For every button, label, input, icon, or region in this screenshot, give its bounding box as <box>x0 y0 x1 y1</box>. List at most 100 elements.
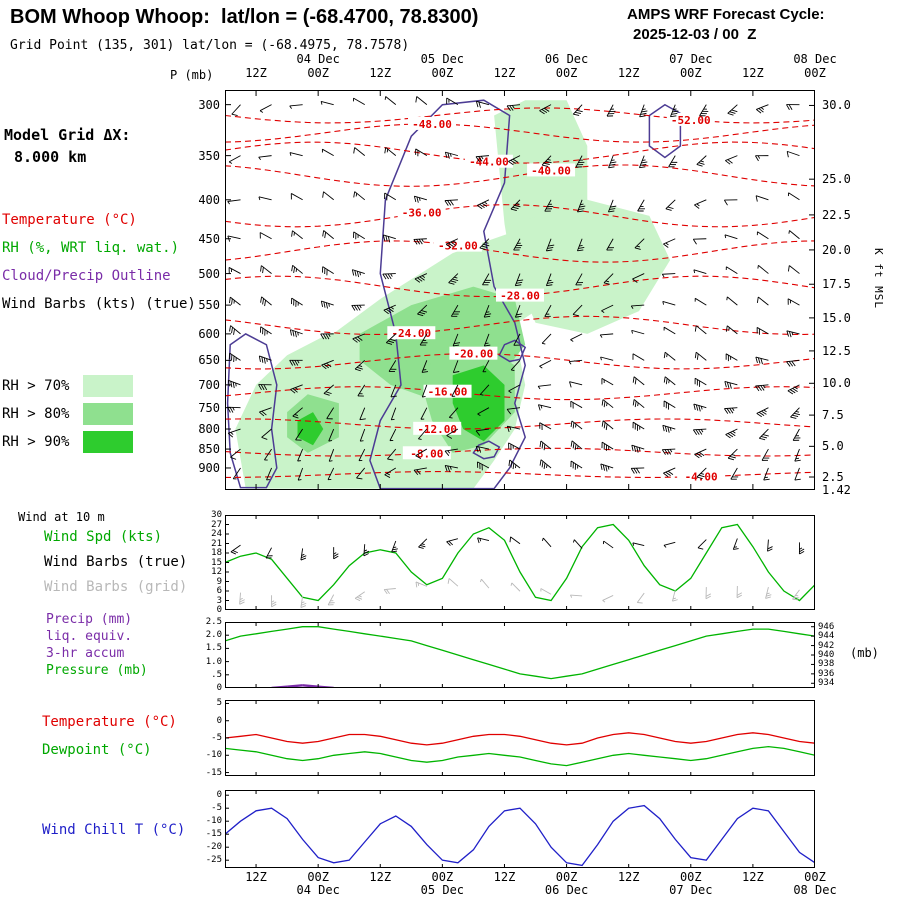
contour-label: -52.00 <box>671 114 711 127</box>
precip-pressure-panel <box>225 622 815 688</box>
pressure-tick-label: 850 <box>198 442 220 457</box>
y-tick-label: -20 <box>205 842 222 853</box>
kft-tick-label: 2.5 <box>822 470 844 484</box>
y-tick-label: .5 <box>211 669 222 680</box>
x-date-label-bottom: 08 Dec <box>793 883 837 897</box>
kft-tick-label: 7.5 <box>822 408 844 423</box>
kft-tick-label: 12.5 <box>822 343 851 358</box>
rh-legend-swatch <box>83 431 134 453</box>
pressure-tick-label: 800 <box>198 422 220 437</box>
rh-shading-legend: RH > 70% RH > 80% RH > 90% <box>2 372 134 456</box>
panel-barb-row-1 <box>239 578 800 608</box>
y-tick-label: -5 <box>211 733 222 743</box>
contour-label: -12.00 <box>417 423 457 436</box>
pressure-tick-label: 500 <box>198 266 220 281</box>
model-grid-dx-value: 8.000 km <box>14 148 87 166</box>
dewpoint-legend: Dewpoint (°C) <box>42 742 152 758</box>
legend-line-1: RH (%, WRT liq. wat.) <box>2 240 180 256</box>
x-date-label-bottom: 05 Dec <box>420 883 465 897</box>
x-tick-label-bottom: 00Z <box>307 870 329 884</box>
kft-tick-label: 22.5 <box>822 207 851 222</box>
x-tick-label-top: 00Z <box>555 66 578 80</box>
contour-label: -4.00 <box>685 471 718 484</box>
contour-label-bg <box>496 288 544 302</box>
wind-panel <box>225 515 815 610</box>
x-date-label-top: 08 Dec <box>793 52 837 66</box>
x-tick-label-top: 00Z <box>804 66 826 80</box>
y-tick-label: 1.0 <box>205 656 222 667</box>
model-grid-dx-label: Model Grid ΔX: <box>4 126 131 144</box>
contour-label: -48.00 <box>412 118 452 131</box>
rh-legend-row: RH > 70% <box>2 372 134 400</box>
contour-label-bg <box>527 163 576 177</box>
cloud-precip-outline <box>226 99 682 490</box>
right-y-tick-label: 934 <box>818 678 835 689</box>
contour-label: -44.00 <box>469 156 509 169</box>
y-tick-label: 15 <box>211 557 222 568</box>
contour-label: -24.00 <box>391 327 431 340</box>
wind-barb-field <box>227 96 801 481</box>
rh-region-70 <box>514 199 671 334</box>
wind10m-title: Wind at 10 m <box>18 510 105 524</box>
wind-speed-legend: Wind Spd (kts) <box>44 529 163 545</box>
rh-region-90 <box>297 412 324 446</box>
contour-label: -20.00 <box>454 348 494 361</box>
kft-tick-label: 5.0 <box>822 439 844 454</box>
main-panel-legend: Temperature (°C) RH (%, WRT liq. wat.) Clo… <box>2 210 196 322</box>
pressure-tick-label: 750 <box>198 400 220 415</box>
rh-legend-row: RH > 90% <box>2 428 134 456</box>
x-date-label-bottom: 04 Dec <box>296 883 340 897</box>
pressure-tick-label: 550 <box>198 298 220 313</box>
accum-legend: 3-hr accum <box>46 646 125 661</box>
rh-legend-swatch <box>83 375 134 397</box>
right-y-tick-label: 946 <box>818 621 835 632</box>
pressure-tick-label: 900 <box>198 460 220 475</box>
forecast-cycle-value: 2025-12-03 / 00 Z <box>633 26 757 43</box>
x-date-label-top: 07 Dec <box>669 52 713 66</box>
x-date-label-top: 05 Dec <box>420 52 465 66</box>
y-tick-label: -15 <box>205 767 222 778</box>
y-tick-label: 6 <box>216 586 222 596</box>
temperature-legend: Temperature (°C) <box>42 714 177 730</box>
page-title: BOM Whoop Whoop: lat/lon = (-68.4700, 78… <box>10 6 479 28</box>
kft-tick-label: 10.0 <box>822 376 851 391</box>
precip-legend: Precip (mm) <box>46 612 133 627</box>
y-tick-label: 30 <box>211 510 222 520</box>
y-tick-label: 1.5 <box>205 643 222 654</box>
y-tick-label: 2.0 <box>205 630 222 641</box>
series-line <box>225 804 815 867</box>
series-line <box>225 745 815 767</box>
rh-legend-label: RH > 90% <box>2 434 70 450</box>
pressure-axis-label: P (mb) <box>170 68 214 82</box>
x-tick-label-bottom: 12Z <box>245 870 267 884</box>
series-line <box>225 626 815 680</box>
x-tick-label-bottom: 00Z <box>804 870 826 884</box>
contour-label: -40.00 <box>531 164 571 177</box>
y-tick-label: 0 <box>216 790 222 801</box>
y-tick-label: -25 <box>205 855 222 866</box>
pressure-tick-label: 450 <box>198 231 220 246</box>
x-tick-label-top: 12Z <box>617 66 640 80</box>
y-tick-label: -10 <box>205 750 222 761</box>
x-tick-label-bottom: 12Z <box>617 870 640 884</box>
right-y-tick-label: 940 <box>818 650 835 660</box>
pressure-legend: Pressure (mb) <box>46 663 148 678</box>
wind-chill-legend: Wind Chill T (°C) <box>42 822 186 838</box>
x-tick-label-bottom: 00Z <box>431 870 454 884</box>
y-tick-label: 0 <box>216 605 222 615</box>
legend-line-0: Temperature (°C) <box>2 212 137 228</box>
y-tick-label: 27 <box>211 519 222 530</box>
contour-label-bg <box>449 346 498 360</box>
contour-label-bg <box>397 205 446 219</box>
y-tick-label: 3 <box>216 595 222 606</box>
grid-point-subtitle: Grid Point (135, 301) lat/lon = (-68.497… <box>10 38 410 53</box>
kft-tick-label: 25.0 <box>822 172 851 187</box>
x-tick-label-bottom: 12Z <box>369 870 392 884</box>
rh-legend-label: RH > 70% <box>2 378 70 394</box>
rh-legend-label: RH > 80% <box>2 406 70 422</box>
series-line <box>225 732 815 746</box>
contour-label: -36.00 <box>402 207 442 220</box>
x-tick-label-top: 12Z <box>742 66 764 80</box>
kft-tick-label: 17.5 <box>822 277 851 292</box>
pressure-tick-label: 300 <box>198 97 220 112</box>
